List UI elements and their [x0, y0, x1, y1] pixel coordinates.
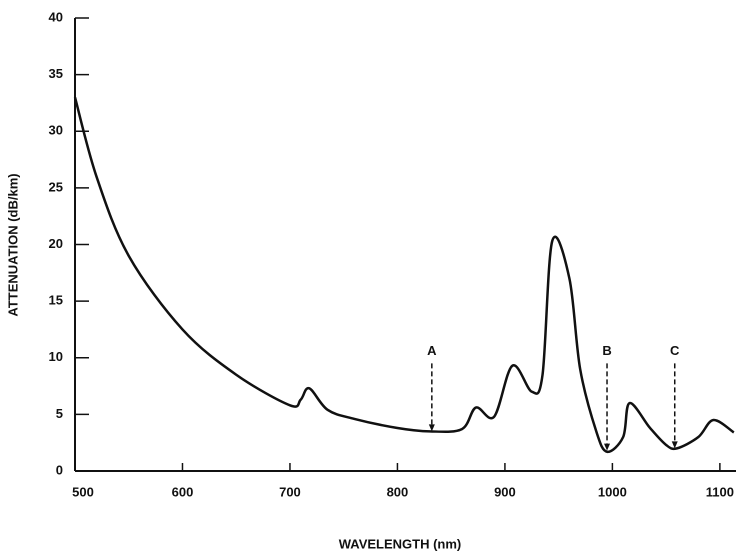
y-tick-label: 10 [49, 349, 63, 364]
y-tick-label: 15 [49, 293, 63, 308]
y-tick-label: 5 [56, 406, 63, 421]
data-line [75, 97, 734, 452]
x-axis-label: WAVELENGTH (nm) [339, 536, 462, 551]
annotation-label: B [602, 343, 611, 358]
x-tick-label: 600 [172, 484, 194, 499]
x-tick-label: 900 [494, 484, 516, 499]
x-tick-label: 700 [279, 484, 301, 499]
y-tick-label: 20 [49, 236, 63, 251]
x-tick-label: 500 [72, 484, 94, 499]
y-tick-label: 40 [49, 9, 63, 24]
x-tick-label: 800 [387, 484, 409, 499]
y-tick-label: 0 [56, 462, 63, 477]
annotation-label: C [670, 343, 680, 358]
x-tick-label: 1000 [598, 484, 627, 499]
chart: ATTENUATION (dB/km) WAVELENGTH (nm) 0 5 10… [0, 0, 736, 558]
y-tick-label: 30 [49, 123, 63, 138]
y-tick-label: 35 [49, 66, 63, 81]
y-axis-label: ATTENUATION (dB/km) [5, 173, 20, 316]
y-tick-label: 25 [49, 179, 63, 194]
annotation-label: A [427, 343, 437, 358]
x-tick-label: 1100 [706, 484, 734, 499]
page: {"chart_data": {"type": "line", "xlabel"… [0, 0, 736, 558]
